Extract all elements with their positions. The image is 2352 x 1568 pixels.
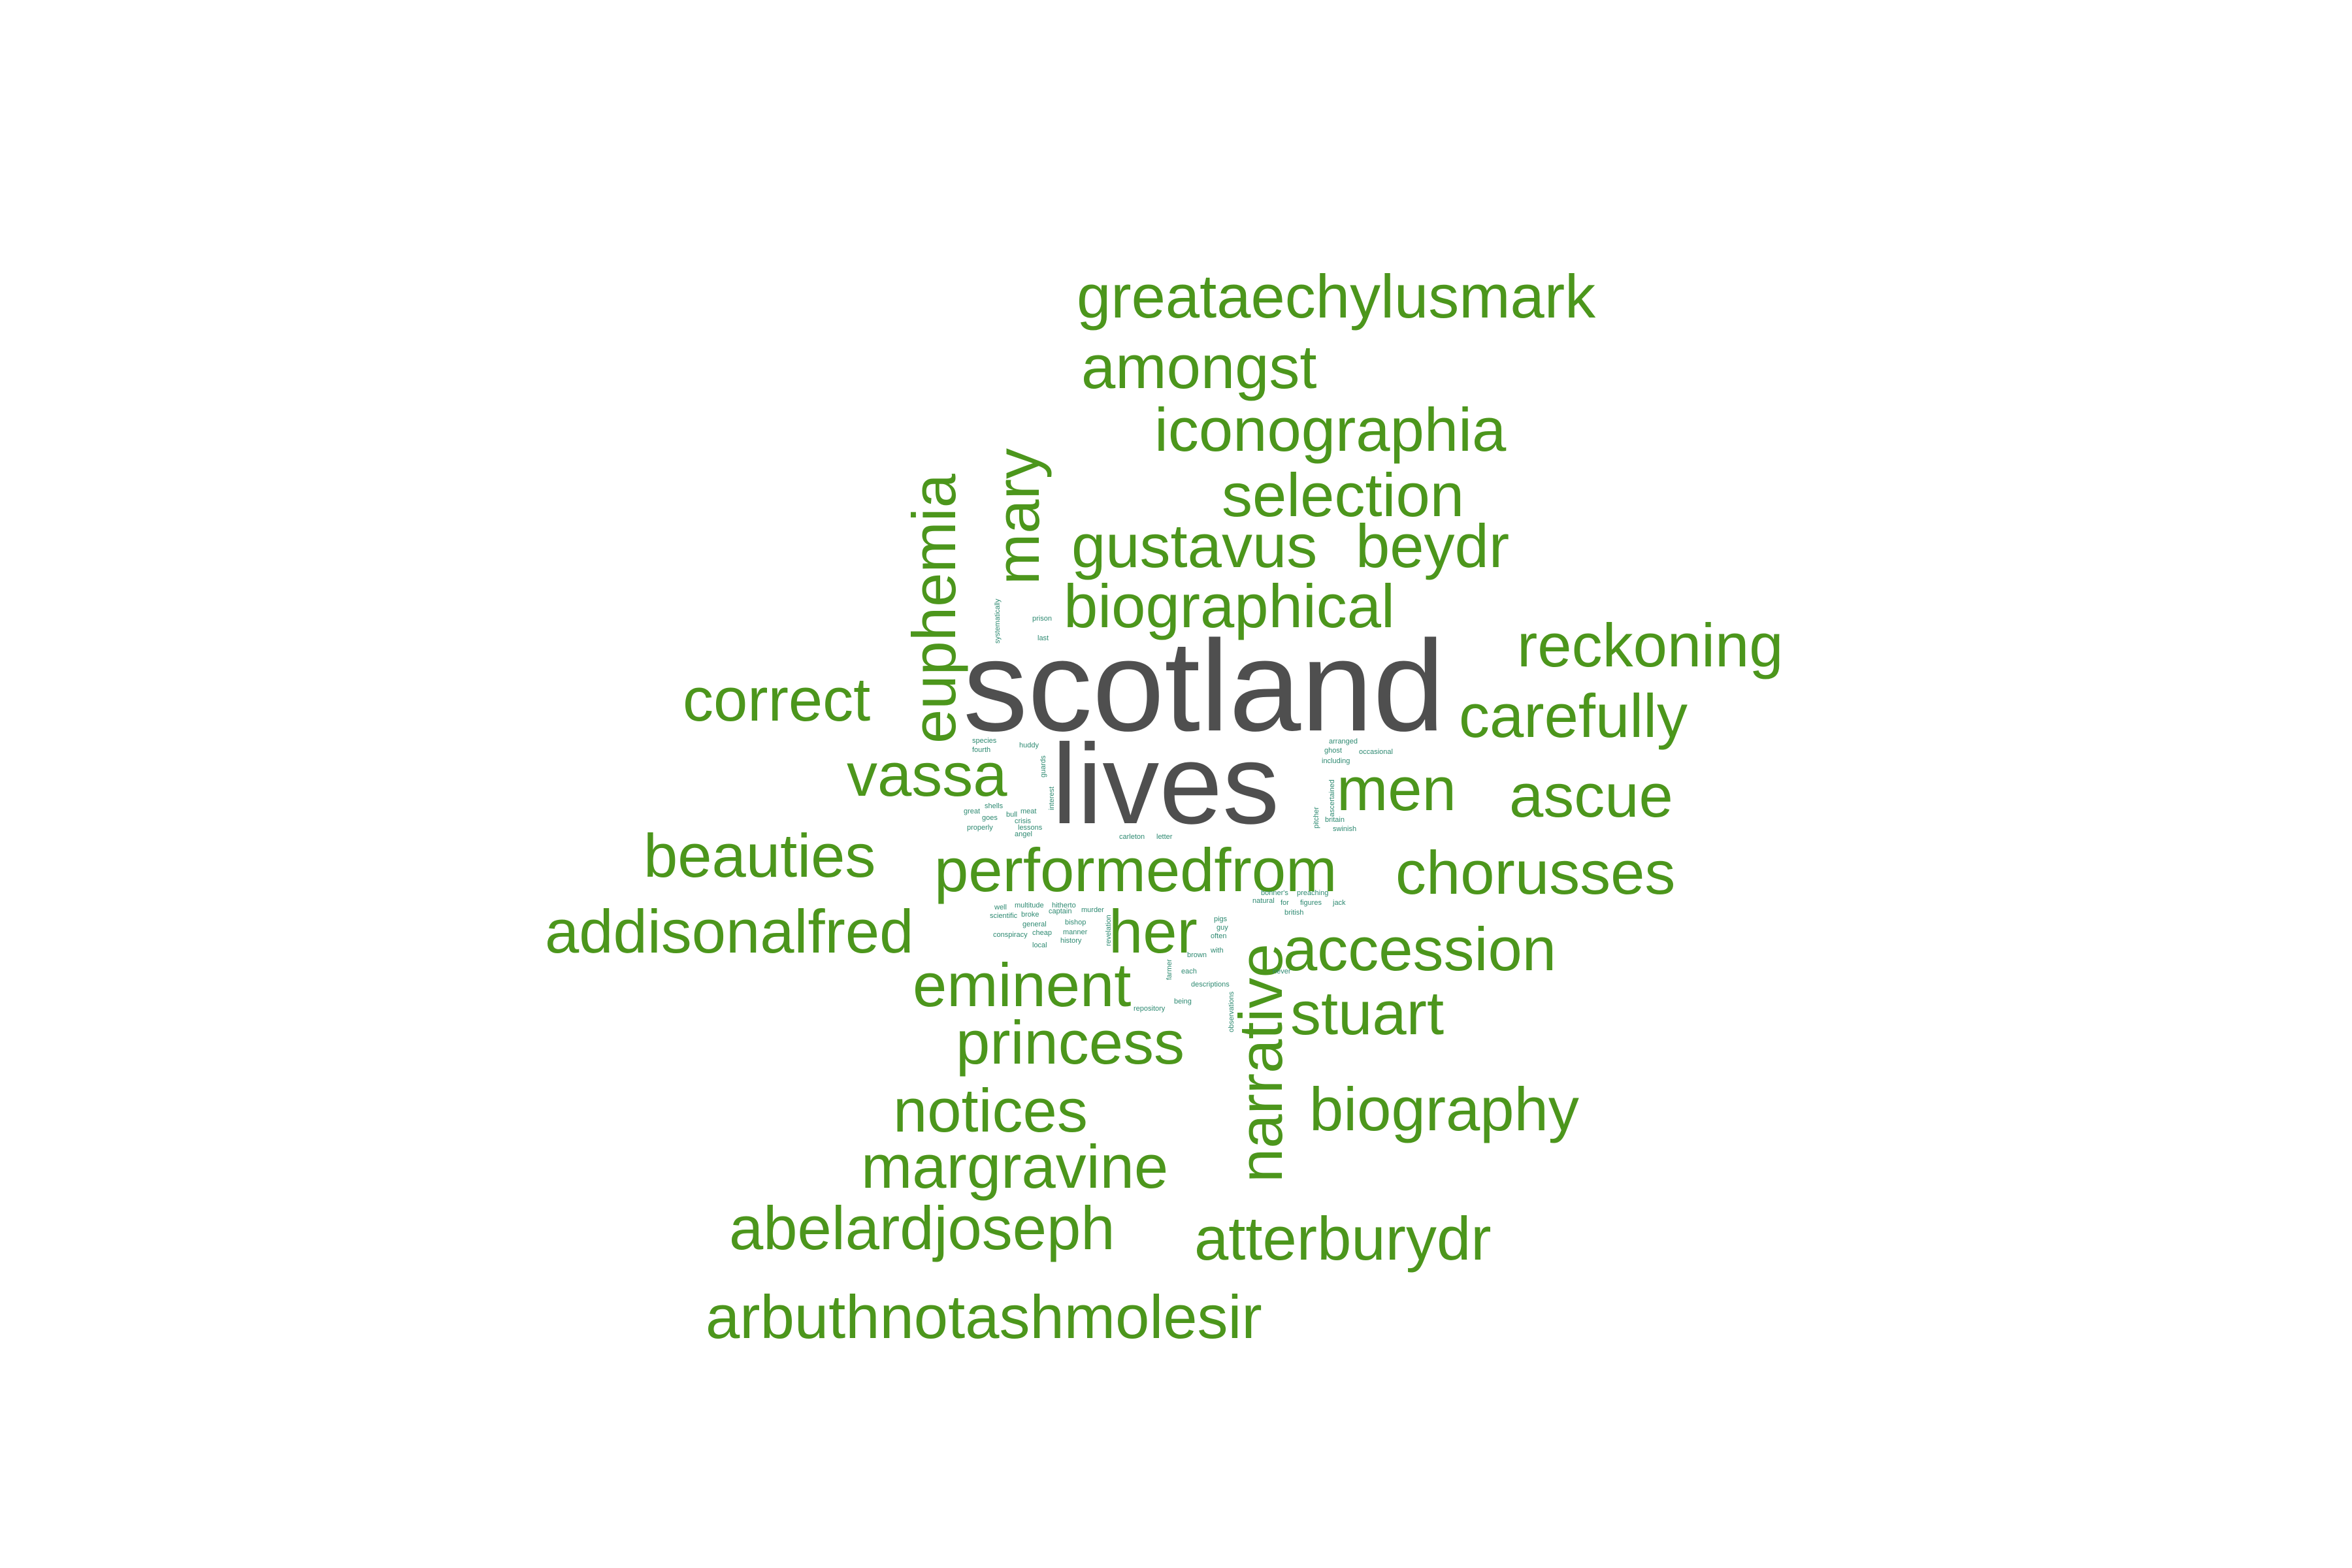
cloud-word: atterburydr [1194,1204,1492,1273]
cloud-word: crisis [1015,817,1032,825]
cloud-word: amongst [1081,333,1317,401]
cloud-word: selection [1222,461,1464,529]
cloud-word: local [1032,941,1047,949]
cloud-word: murder [1081,906,1104,914]
cloud-word: men [1337,755,1456,823]
cloud-word: occasional [1359,748,1393,756]
cloud-word: biographical [1064,572,1395,640]
cloud-word: accession [1283,915,1556,983]
cloud-word: correct [683,665,870,734]
cloud-word: huddy [1019,742,1039,749]
cloud-word: shells [985,802,1004,810]
cloud-word: each [1181,968,1197,975]
cloud-word: revelation [1105,915,1113,946]
cloud-word: species [972,737,997,745]
cloud-word: lives [1052,720,1279,847]
cloud-word: carefully [1459,681,1688,750]
cloud-word: broke [1021,911,1039,919]
cloud-word: well [994,904,1007,911]
cloud-word: british [1284,909,1303,917]
cloud-word: systematically [994,598,1002,644]
cloud-word: brown [1187,951,1207,959]
cloud-word: last [1037,634,1049,642]
cloud-word: natural [1252,897,1275,905]
cloud-word: swinish [1333,825,1356,833]
cloud-word: observations [1228,991,1235,1032]
cloud-word: interest [1048,787,1056,810]
cloud-word: hitherto [1052,902,1076,909]
cloud-word: reckoning [1517,611,1784,679]
cloud-word: pitcher [1313,807,1320,828]
cloud-word: narrative [1226,943,1295,1183]
cloud-word: bull [1006,811,1017,819]
cloud-word: abelardjoseph [729,1194,1115,1262]
cloud-word: never [1273,968,1291,975]
cloud-word: greataechylusmark [1077,262,1596,331]
cloud-word: arranged [1329,738,1358,745]
cloud-word: figures [1300,899,1322,907]
cloud-word: margravine [861,1132,1168,1201]
cloud-word: often [1211,932,1226,940]
cloud-word: addisonalfred [545,897,913,966]
cloud-word: mary [983,448,1052,585]
cloud-word: guy [1217,924,1228,932]
cloud-word: eminent [913,951,1131,1019]
cloud-word: properly [967,824,993,832]
cloud-word: angel [1015,830,1032,838]
cloud-word: biography [1309,1075,1579,1143]
cloud-word: stuart [1290,979,1444,1047]
cloud-word: chorusses [1396,838,1675,907]
cloud-word: iconographia [1154,395,1507,464]
cloud-word: performedfrom [934,836,1337,904]
cloud-word: gustavus [1071,512,1317,580]
cloud-word: being [1174,998,1192,1005]
cloud-word: prison [1032,615,1052,623]
cloud-word: meat [1021,808,1036,815]
cloud-word: preaching [1297,889,1328,897]
cloud-word: letter [1156,833,1173,841]
cloud-word: fourth [972,746,990,754]
cloud-word: manner [1063,928,1088,936]
cloud-word: with [1210,947,1224,955]
cloud-word: captain [1049,907,1071,915]
cloud-word: repository [1134,1005,1166,1013]
cloud-word: scotland [963,613,1445,758]
cloud-word: history [1060,937,1082,945]
cloud-word: for [1281,899,1289,907]
cloud-word: ghost [1324,747,1342,755]
cloud-word: bishop [1065,919,1086,926]
cloud-word: notices [893,1076,1088,1145]
cloud-word: princess [956,1008,1184,1077]
cloud-word: euphemia [900,473,968,743]
cloud-word: lessons [1018,824,1043,832]
cloud-word: descriptions [1191,981,1230,988]
cloud-word: beauties [644,821,875,890]
cloud-word: ascue [1509,761,1673,830]
cloud-word: britain [1325,816,1345,824]
cloud-word: bonner's [1261,889,1288,897]
cloud-word: farmer [1166,959,1173,980]
cloud-word: pigs [1214,915,1228,923]
cloud-word: cheap [1032,929,1052,937]
cloud-word: general [1022,921,1047,928]
cloud-word: guards [1039,755,1047,777]
cloud-word: jack [1332,899,1346,907]
cloud-word: carleton [1119,833,1145,841]
cloud-word: multitude [1015,902,1044,909]
cloud-word: including [1322,757,1350,765]
cloud-word: ascertained [1328,779,1336,817]
cloud-word: conspiracy [993,931,1028,939]
cloud-word: goes [982,814,998,822]
cloud-word: her [1109,897,1198,966]
cloud-word: arbuthnotashmolesir [706,1282,1262,1351]
cloud-word: vassa [847,740,1007,809]
cloud-word: beydr [1356,512,1509,580]
cloud-word: great [964,808,980,815]
cloud-word: scientific [990,912,1018,920]
